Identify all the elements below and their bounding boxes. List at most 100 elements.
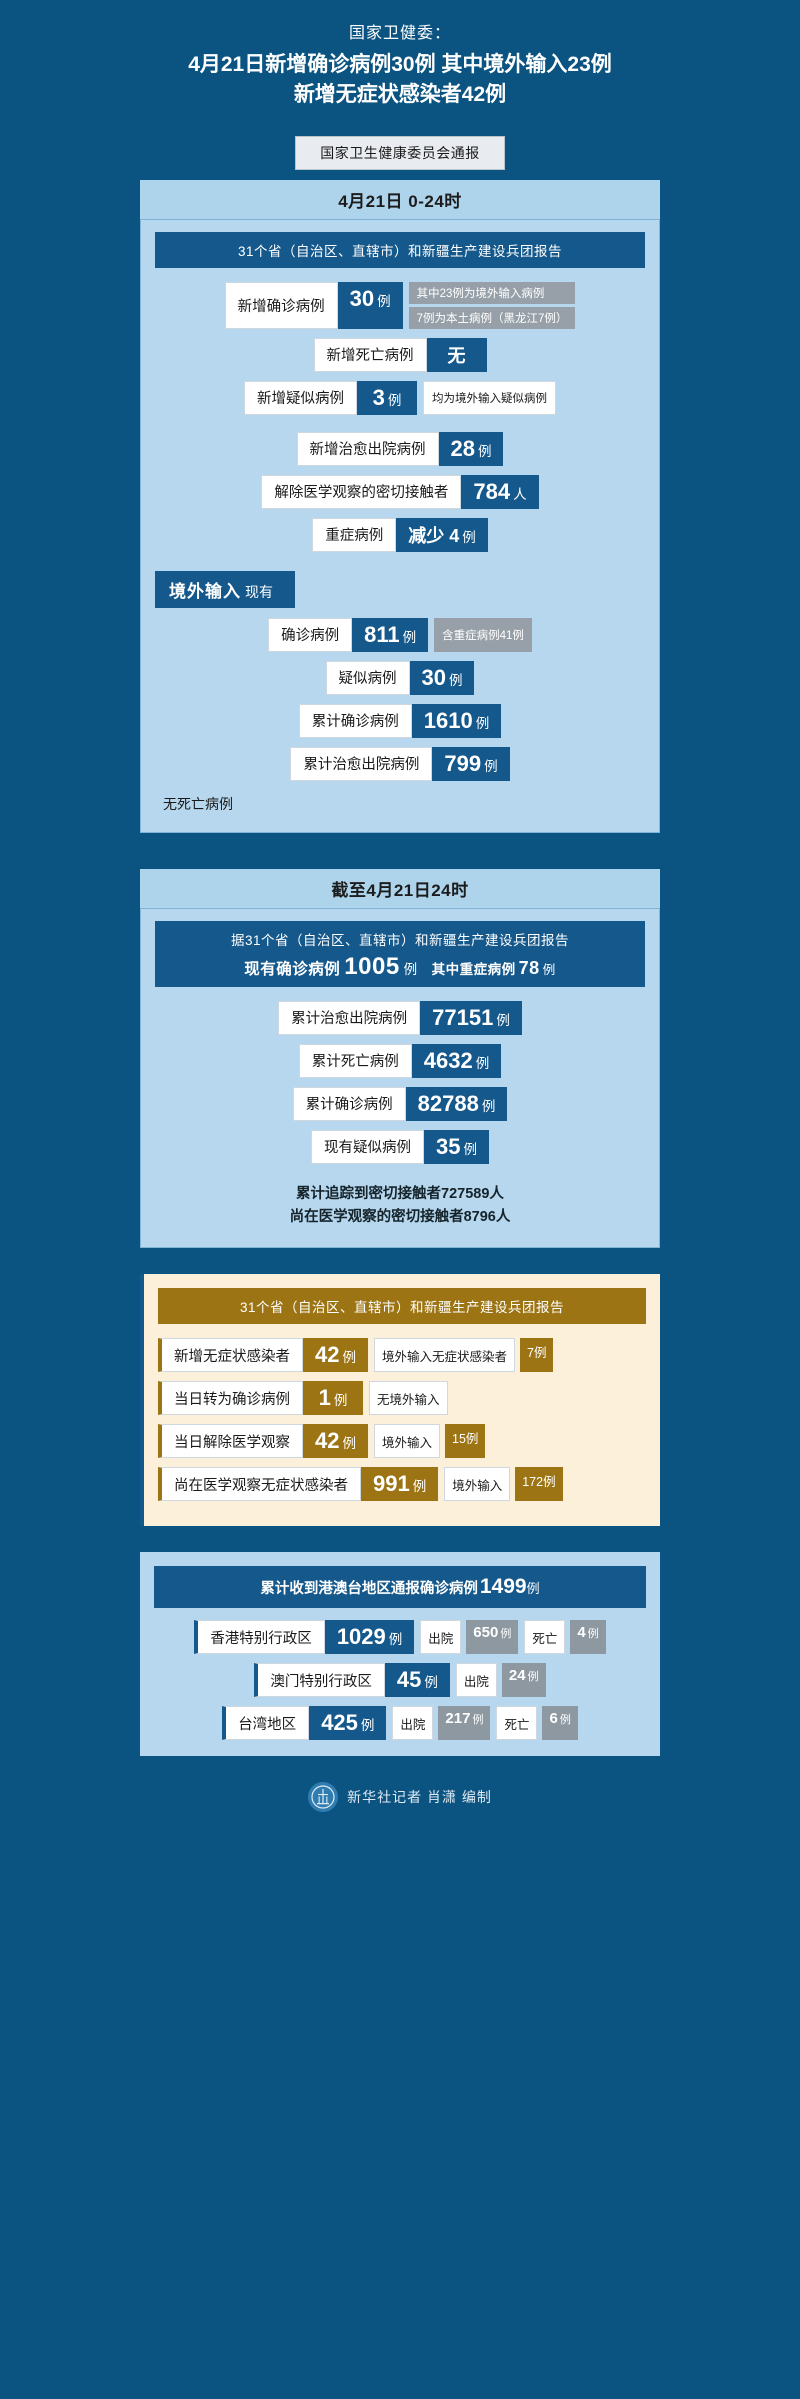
- region-extra-number: 24: [508, 1667, 526, 1684]
- row-value: 3 例: [357, 380, 417, 415]
- row-value-number: 1610: [423, 707, 473, 733]
- row-value-unit: 例: [412, 1479, 427, 1494]
- notice-wrap: 国家卫生健康委员会通报: [140, 135, 660, 170]
- data-row: 累计确诊病例 1610 例: [155, 703, 645, 738]
- row-tag-value: 15例: [445, 1424, 486, 1458]
- row-value-unit: 例: [342, 1436, 356, 1451]
- row-value: 35 例: [424, 1129, 489, 1164]
- notice-badge: 国家卫生健康委员会通报: [295, 135, 505, 170]
- row-value: 42 例: [303, 1424, 368, 1458]
- row-tag-value: 7例: [520, 1338, 554, 1372]
- region-value-unit: 例: [388, 1632, 403, 1647]
- region-extra-unit: 例: [587, 1628, 599, 1640]
- data-row: 新增确诊病例 30 例 其中23例为境外输入病例 7例为本土病例（黑龙江7例）: [155, 281, 645, 329]
- section4-total-band: 累计收到港澳台地区通报确诊病例1499例: [154, 1566, 646, 1608]
- footer-credit: 新华社记者 肖潇 编制: [347, 1789, 492, 1805]
- region-extra-unit: 例: [527, 1671, 539, 1683]
- header-title-line1: 4月21日新增确诊病例30例 其中境外输入23例: [188, 53, 612, 76]
- region-value-number: 45: [396, 1667, 422, 1692]
- row-value-number: 42: [315, 1342, 340, 1367]
- total-band-unit: 例: [526, 1581, 540, 1596]
- row-tag-label: 无境外输入: [369, 1381, 448, 1415]
- row-tag-value: 172例: [515, 1467, 563, 1501]
- xinhua-logo-icon: [308, 1782, 339, 1812]
- row-label: 当日解除医学观察: [158, 1424, 303, 1458]
- section1-date-band: 4月21日 0-24时: [140, 179, 660, 219]
- row-value: 30 例: [409, 660, 475, 695]
- headline-label: 现有确诊病例: [244, 960, 341, 978]
- overseas-ribbon-title: 境外输入: [169, 581, 241, 601]
- row-value-number: 82788: [417, 1090, 479, 1116]
- region-extra-unit: 例: [559, 1714, 571, 1726]
- region-extra-value: 24 例: [501, 1663, 546, 1697]
- row-value-number: 4632: [423, 1047, 473, 1073]
- row-value: 无: [426, 337, 487, 372]
- row-value-unit: 例: [496, 1012, 510, 1028]
- row-value-unit: 例: [484, 758, 498, 774]
- row-label: 重症病例: [312, 517, 397, 552]
- region-name: 香港特别行政区: [194, 1620, 325, 1654]
- headline-unit: 例: [403, 961, 418, 977]
- row-label: 累计死亡病例: [298, 1043, 412, 1078]
- page-header: 国家卫健委： 4月21日新增确诊病例30例 其中境外输入23例 新增无症状感染者…: [140, 0, 660, 124]
- row-note: 均为境外输入疑似病例: [423, 380, 556, 415]
- data-row: 累计死亡病例 4632 例: [155, 1043, 645, 1078]
- row-value-number: 减少 4: [408, 525, 460, 546]
- row-value-number: 无: [447, 345, 466, 366]
- region-extra-label: 出院: [455, 1663, 497, 1697]
- row-value: 1610 例: [411, 703, 502, 738]
- row-label: 累计治愈出院病例: [278, 1000, 421, 1035]
- region-value-unit: 例: [424, 1675, 438, 1690]
- row-value-unit: 例: [481, 1098, 496, 1114]
- row-value: 42 例: [303, 1338, 368, 1372]
- row-value-number: 35: [436, 1133, 461, 1159]
- row-label: 新增治愈出院病例: [296, 431, 439, 466]
- region-extra-label: 死亡: [496, 1706, 538, 1740]
- row-value-number: 991: [373, 1471, 410, 1496]
- data-row: 疑似病例 30 例: [155, 660, 645, 695]
- overseas-ribbon-sub: 现有: [245, 583, 273, 600]
- row-value: 991 例: [361, 1467, 439, 1501]
- region-value-number: 425: [321, 1710, 358, 1735]
- total-band-value: 1499: [479, 1575, 527, 1598]
- region-extra-unit: 例: [472, 1714, 484, 1726]
- row-value: 784 人: [461, 474, 539, 509]
- row-value: 28 例: [438, 431, 504, 466]
- headline-sub-unit: 例: [542, 962, 556, 977]
- row-value-number: 30: [421, 664, 446, 690]
- section2-panel: 据31个省（自治区、直辖市）和新疆生产建设兵团报告 现有确诊病例 1005 例 …: [140, 907, 660, 1248]
- region-extra-number: 6: [549, 1710, 558, 1727]
- data-row: 确诊病例 811 例 含重症病例41例: [155, 617, 645, 652]
- region-extra-number: 650: [473, 1624, 499, 1641]
- data-row: 当日解除医学观察 42 例 境外输入 15例: [158, 1424, 646, 1458]
- row-label: 解除医学观察的密切接触者: [261, 474, 462, 509]
- headline-value: 1005: [344, 952, 400, 980]
- row-value-number: 784: [473, 478, 511, 504]
- row-value: 799 例: [432, 746, 510, 781]
- row-value-number: 811: [364, 621, 400, 647]
- region-name: 台湾地区: [222, 1706, 310, 1740]
- row-label: 尚在医学观察无症状感染者: [158, 1467, 361, 1501]
- row-label: 累计治愈出院病例: [290, 746, 433, 781]
- data-row: 重症病例 减少 4 例: [155, 517, 645, 552]
- overseas-ribbon: 境外输入 现有: [155, 570, 295, 608]
- region-name: 澳门特别行政区: [254, 1663, 385, 1697]
- data-row: 当日转为确诊病例 1 例 无境外输入: [158, 1381, 646, 1415]
- region-extra-value: 650 例: [466, 1620, 519, 1654]
- row-value-number: 1: [318, 1385, 331, 1410]
- row-value-unit: 例: [462, 529, 476, 545]
- region-extra-value: 217 例: [438, 1706, 491, 1740]
- region-extra-unit: 例: [500, 1628, 512, 1640]
- data-row: 累计治愈出院病例 77151 例: [155, 1000, 645, 1035]
- row-label: 当日转为确诊病例: [158, 1381, 303, 1415]
- section2-footnote-1: 累计追踪到密切接触者727589人: [296, 1185, 504, 1202]
- no-death-note: 无死亡病例: [163, 795, 233, 812]
- region-extra-label: 出院: [420, 1620, 462, 1654]
- row-label: 现有疑似病例: [311, 1129, 424, 1164]
- row-label: 新增死亡病例: [313, 337, 427, 372]
- row-tag-label: 境外输入: [444, 1467, 511, 1501]
- row-tag-label: 境外输入: [373, 1424, 440, 1458]
- row-value-number: 799: [444, 750, 482, 776]
- row-value-number: 28: [450, 435, 475, 461]
- region-value: 45 例: [384, 1663, 450, 1697]
